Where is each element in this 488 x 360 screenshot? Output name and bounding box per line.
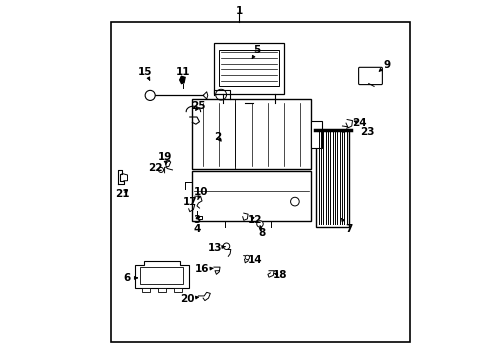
Text: 19: 19 [157, 152, 171, 165]
Text: 22: 22 [148, 163, 163, 174]
Circle shape [145, 90, 155, 100]
Bar [140, 267, 183, 284]
Text: 3: 3 [193, 215, 200, 225]
Text: 4: 4 [193, 224, 200, 234]
Text: 13: 13 [207, 243, 224, 253]
Text: 12: 12 [247, 215, 262, 225]
Text: 2: 2 [213, 132, 221, 142]
Text: 1: 1 [235, 6, 242, 16]
Text: 9: 9 [379, 60, 389, 71]
FancyBboxPatch shape [358, 67, 382, 85]
Text: 15: 15 [138, 67, 152, 80]
Circle shape [290, 197, 299, 206]
Bar [316, 130, 348, 227]
Polygon shape [179, 76, 185, 84]
Text: 16: 16 [195, 264, 212, 274]
Polygon shape [134, 261, 188, 288]
Bar [174, 288, 182, 292]
Text: 11: 11 [176, 67, 190, 80]
Bar [111, 22, 409, 342]
Text: 17: 17 [182, 197, 197, 207]
Text: 20: 20 [179, 294, 198, 304]
Text: 6: 6 [123, 273, 137, 283]
Bar [192, 171, 310, 221]
Text: 21: 21 [115, 189, 130, 199]
Circle shape [223, 243, 229, 249]
Text: 8: 8 [258, 225, 265, 238]
Circle shape [158, 167, 163, 172]
Bar [310, 121, 321, 148]
Text: 10: 10 [194, 186, 208, 199]
Text: 25: 25 [191, 101, 205, 111]
Bar [158, 288, 166, 292]
Text: 18: 18 [273, 270, 287, 280]
Text: 5: 5 [252, 45, 260, 59]
Circle shape [244, 255, 249, 260]
Circle shape [256, 221, 263, 227]
Bar [219, 50, 278, 86]
Text: 24: 24 [351, 118, 366, 128]
Bar [213, 43, 284, 94]
Bar [142, 288, 149, 292]
Bar [192, 99, 310, 169]
Text: 7: 7 [341, 219, 352, 234]
Text: 23: 23 [359, 127, 373, 138]
Text: 14: 14 [247, 255, 262, 265]
